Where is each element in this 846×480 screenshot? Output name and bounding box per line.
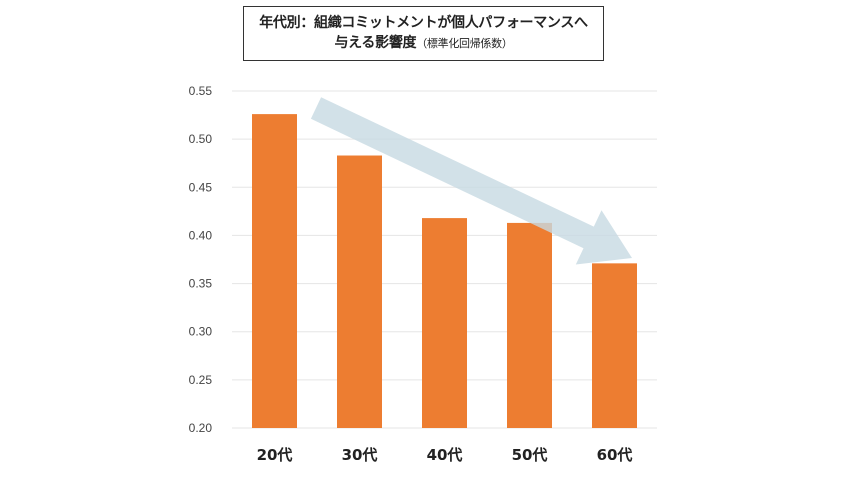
y-axis-ticks: 0.55 0.50 0.45 0.40 0.35 0.30 0.25 0.20 [189,84,213,435]
x-tick-label: 30代 [342,446,378,464]
y-tick-label: 0.35 [189,277,213,291]
chart-title-line2-main: 与える影響度 [334,35,417,51]
trend-arrow-layer [310,97,632,265]
x-tick-label: 50代 [512,446,548,464]
x-tick-label: 40代 [427,446,463,464]
x-tick-label: 60代 [597,446,633,464]
bar [592,263,637,428]
x-axis-ticks: 20代 30代 40代 50代 60代 [257,446,633,464]
y-tick-label: 0.45 [189,180,213,194]
bar [252,114,297,428]
bar [422,218,467,428]
bar [507,222,552,428]
y-tick-label: 0.50 [189,132,213,146]
y-tick-label: 0.25 [189,373,213,387]
y-tick-label: 0.55 [189,84,213,98]
chart-title-line1: 年代別：組織コミットメントが個人パフォーマンスへ [259,15,588,31]
chart-title-box: 年代別：組織コミットメントが個人パフォーマンスへ 与える影響度（標準化回帰係数） [243,6,604,61]
chart-title-line2-paren: （標準化回帰係数） [416,37,513,50]
y-tick-label: 0.20 [189,421,213,435]
trend-arrow [310,97,632,265]
bars [252,114,637,429]
bar [337,155,382,429]
x-tick-label: 20代 [257,446,293,464]
y-tick-label: 0.30 [189,325,213,339]
y-tick-label: 0.40 [189,228,213,242]
chart-title-line2: 与える影響度（標準化回帰係数） [334,33,512,54]
